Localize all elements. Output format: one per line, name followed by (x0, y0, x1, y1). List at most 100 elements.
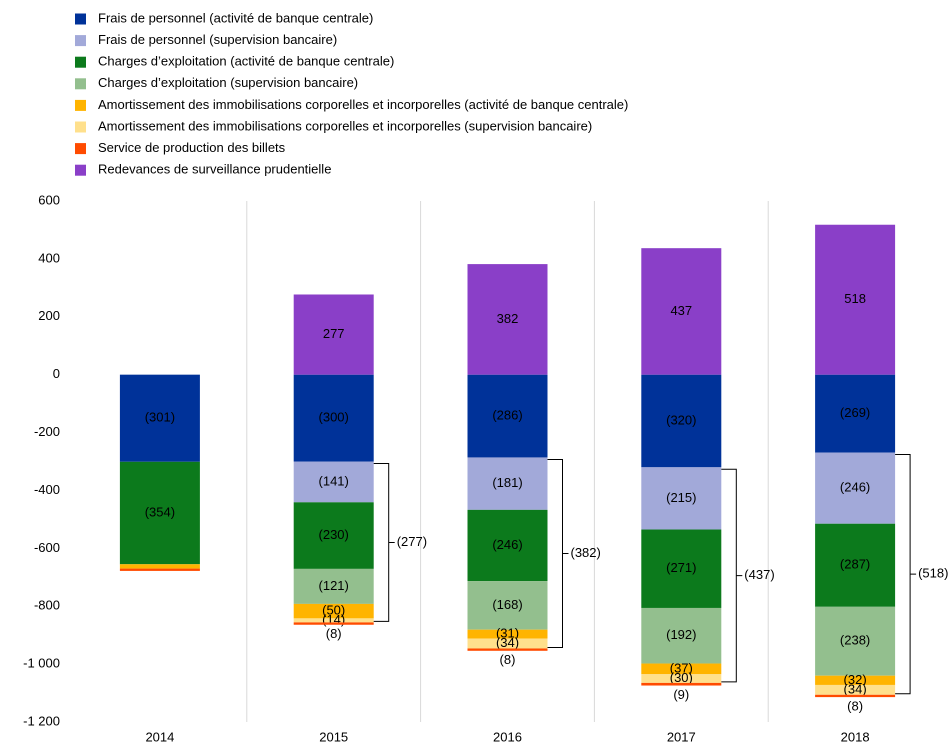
annotation: (437) (744, 567, 774, 582)
annotation: (277) (397, 534, 427, 549)
y-tick-label: 200 (38, 308, 60, 323)
bar-segment (467, 509, 548, 582)
data-label: (354) (145, 504, 175, 519)
x-tick-label: 2018 (841, 729, 870, 744)
data-label: (34) (844, 681, 867, 696)
bar-segment (467, 264, 548, 375)
bar-segment (119, 564, 200, 569)
data-label: (121) (319, 578, 349, 593)
bar-segment (467, 581, 548, 630)
legend-label: Service de production des billets (98, 140, 286, 155)
y-tick-label: 0 (53, 366, 60, 381)
data-label: (301) (145, 410, 175, 425)
bar-segment (641, 607, 722, 664)
x-tick-label: 2017 (667, 729, 696, 744)
legend-label: Amortissement des immobilisations corpor… (98, 118, 592, 133)
data-label: (9) (673, 687, 689, 702)
bar-segment (641, 682, 722, 686)
y-tick-label: 400 (38, 250, 60, 265)
data-label: (238) (840, 633, 870, 648)
bar-segment (815, 694, 896, 698)
bar-segment (815, 224, 896, 375)
legend-label: Redevances de surveillance prudentielle (98, 162, 331, 177)
data-label: (230) (319, 527, 349, 542)
x-tick-label: 2016 (493, 729, 522, 744)
data-label: (37) (670, 660, 693, 675)
data-label: (8) (500, 652, 516, 667)
bar-segment (293, 502, 374, 569)
data-label: (168) (492, 597, 522, 612)
bar-segment (293, 461, 374, 503)
data-label: (300) (319, 410, 349, 425)
legend-label: Frais de personnel (supervision bancaire… (98, 32, 337, 47)
bar-segment (641, 674, 722, 683)
bar-segment (467, 638, 548, 649)
y-tick-label: -1 000 (23, 656, 60, 671)
bar-segment (467, 374, 548, 458)
bar-segment (293, 622, 374, 625)
bar-segment (641, 374, 722, 468)
bar-segment (467, 457, 548, 510)
bar-segment (119, 374, 200, 462)
bar-segment (641, 529, 722, 608)
bar-segment (641, 248, 722, 375)
data-label: (246) (492, 537, 522, 552)
data-label: 437 (670, 303, 692, 318)
y-tick-label: -1 200 (23, 713, 60, 728)
data-label: (271) (666, 560, 696, 575)
bar-segment (815, 452, 896, 524)
y-tick-label: 600 (38, 192, 60, 207)
bar-segment (815, 523, 896, 607)
bar-segment (293, 618, 374, 623)
legend-swatch (75, 99, 86, 111)
bracket (373, 463, 395, 622)
data-label: (50) (322, 603, 345, 618)
bar-segment (467, 648, 548, 651)
legend-label: Charges d’exploitation (supervision banc… (98, 75, 358, 90)
legend-swatch (75, 121, 86, 133)
data-label: (34) (496, 635, 519, 650)
legend-label: Amortissement des immobilisations corpor… (98, 97, 628, 112)
bar-segment (293, 603, 374, 619)
data-label: (246) (840, 480, 870, 495)
legend-swatch (75, 164, 86, 176)
bar-segment (815, 606, 896, 676)
bar-segment (815, 684, 896, 695)
data-label: (269) (840, 405, 870, 420)
data-label: (287) (840, 557, 870, 572)
data-label: (8) (847, 699, 863, 714)
legend-swatch (75, 56, 86, 68)
data-label: 277 (323, 326, 345, 341)
annotation: (382) (571, 545, 601, 560)
bracket (895, 454, 917, 695)
bar-segment (815, 374, 896, 453)
data-label: (286) (492, 407, 522, 422)
legend-swatch (75, 35, 86, 47)
y-tick-label: -400 (34, 482, 60, 497)
bracket (547, 458, 569, 648)
y-tick-label: -600 (34, 540, 60, 555)
data-label: (320) (666, 412, 696, 427)
x-tick-label: 2014 (145, 729, 174, 744)
legend-label: Charges d’exploitation (activité de banq… (98, 54, 394, 69)
bar-segment (641, 663, 722, 675)
legend-swatch (75, 78, 86, 90)
x-tick-label: 2015 (319, 729, 348, 744)
bar-segment (293, 294, 374, 375)
bar-segment (293, 568, 374, 604)
legend-swatch (75, 13, 86, 25)
legend-swatch (75, 143, 86, 155)
data-label: (141) (319, 473, 349, 488)
data-label: (215) (666, 490, 696, 505)
bar-segment (641, 467, 722, 530)
data-label: (8) (326, 626, 342, 641)
bar-segment (467, 629, 548, 639)
data-label: (181) (492, 475, 522, 490)
y-tick-label: -800 (34, 598, 60, 613)
bar-segment (293, 374, 374, 462)
y-tick-label: -200 (34, 424, 60, 439)
data-label: 518 (844, 291, 866, 306)
data-label: (30) (670, 670, 693, 685)
data-label: (32) (844, 672, 867, 687)
